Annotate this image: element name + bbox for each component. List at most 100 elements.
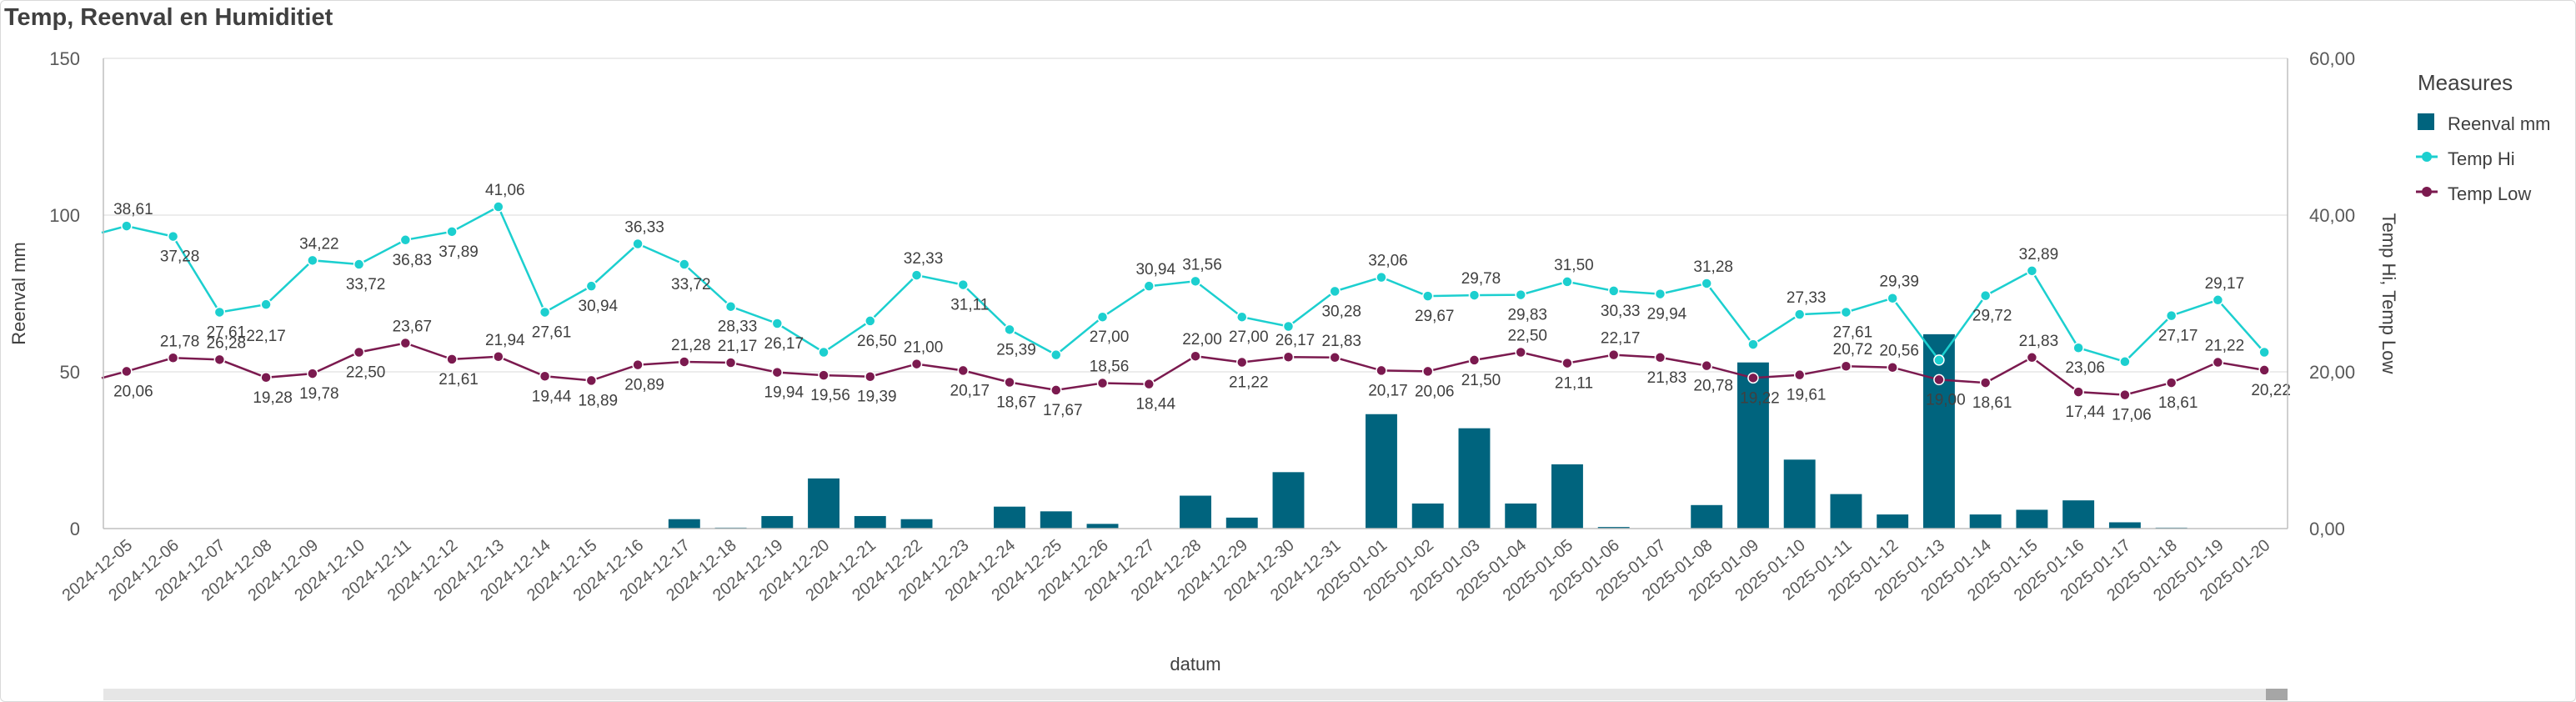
temp-hi-point (1607, 285, 1620, 297)
rainfall-bar (1597, 527, 1630, 529)
scrollbar[interactable] (103, 689, 2288, 700)
temp-hi-point (1376, 271, 1387, 283)
temp-hi-point (1329, 285, 1341, 298)
y-left-tick: 150 (49, 48, 80, 69)
temp-low-label: 21,50 (1461, 372, 1501, 389)
temp-low-point (724, 357, 737, 369)
temp-hi-label: 32,33 (904, 250, 944, 268)
rainfall-bar (2108, 522, 2141, 529)
chart-title: Temp, Reenval en Humiditiet (4, 4, 333, 31)
temp-low-label: 21,94 (485, 332, 525, 349)
temp-low-label: 17,44 (2065, 404, 2105, 421)
temp-hi-label: 30,28 (1321, 303, 1361, 320)
legend-item-label: Reenval mm (2448, 113, 2550, 134)
temp-hi-label: 26,50 (857, 333, 897, 350)
temp-low-point (2072, 386, 2084, 398)
temp-hi-point (1235, 311, 1248, 323)
scrollbar-track[interactable] (103, 689, 2288, 700)
temp-low-label: 19,44 (532, 388, 572, 405)
rainfall-bar (1783, 459, 1816, 529)
temp-low-point (1050, 384, 1062, 396)
temp-low-point (1979, 377, 1992, 389)
temp-hi-point (1282, 320, 1295, 333)
temp-hi-point (1561, 276, 1573, 288)
temp-low-label: 20,17 (950, 382, 990, 399)
temp-low-point (1421, 365, 1434, 378)
temp-low-point (771, 366, 784, 379)
temp-low-point (1468, 354, 1481, 366)
y-right-axis-title: Temp Hi, Temp Low (2378, 213, 2399, 374)
rainfall-bar (1877, 514, 1909, 529)
rainfall-bars (668, 333, 2188, 529)
temp-low-label: 17,67 (1043, 402, 1083, 419)
rainfall-bar (808, 478, 839, 529)
temp-hi-point (632, 238, 644, 250)
temp-low-point (353, 346, 365, 359)
rainfall-bar (1969, 514, 2002, 529)
temp-low-label: 21,83 (1647, 369, 1687, 387)
temp-low-label: 21,83 (2019, 333, 2059, 350)
rainfall-bar (1086, 524, 1119, 529)
temp-low-point (865, 370, 876, 383)
temp-hi-label: 41,06 (485, 182, 525, 199)
temp-low-label: 21,22 (1229, 374, 1269, 392)
temp-low-point (1235, 356, 1248, 369)
temp-hi-label: 38,61 (113, 201, 153, 218)
temp-hi-point (865, 315, 876, 327)
temp-hi-label: 31,28 (1693, 258, 1733, 276)
temp-low-label: 18,56 (1090, 359, 1130, 376)
legend-swatch-dot (2422, 152, 2432, 162)
temp-low-point (260, 372, 272, 384)
temp-hi-label: 28,33 (718, 318, 758, 336)
temp-low-label: 21,61 (439, 371, 479, 389)
temp-low-label: 26,17 (1275, 332, 1316, 349)
legend-item-label: Temp Low (2448, 183, 2531, 204)
temp-low-point (1329, 352, 1341, 364)
temp-low-label: 18,89 (579, 392, 619, 409)
temp-low-label: 22,50 (346, 364, 386, 382)
temp-hi-label: 25,39 (996, 341, 1036, 359)
temp-hi-label: 30,33 (1601, 303, 1641, 320)
temp-low-point (1190, 350, 1201, 362)
rainfall-bar (2062, 500, 2095, 529)
rainfall-bar (994, 506, 1025, 529)
temp-hi-label: 33,72 (671, 276, 711, 293)
temp-hi-point (2165, 309, 2178, 322)
temp-hi-point (1421, 290, 1434, 302)
temp-low-point (632, 359, 644, 371)
rainfall-bar (1830, 494, 1862, 529)
y-right-tick: 20,00 (2309, 362, 2355, 383)
temp-low-point (1282, 351, 1295, 363)
temp-hi-label: 34,22 (299, 235, 339, 253)
temp-low-point (1607, 348, 1620, 361)
temp-low-point (307, 368, 318, 379)
temp-hi-label: 27,33 (1787, 289, 1827, 307)
temp-hi-point (1701, 278, 1712, 289)
legend-swatch-dot (2422, 187, 2432, 197)
temp-hi-point (1933, 354, 1945, 366)
temp-low-label: 20,56 (1879, 343, 1919, 360)
temp-hi-point (2026, 265, 2038, 277)
temp-hi-point (724, 300, 737, 313)
temp-hi-label: 29,94 (1647, 306, 1687, 323)
temp-low-label: 21,28 (671, 337, 711, 354)
temp-low-point (2119, 389, 2131, 401)
rainfall-bar (1505, 503, 1537, 529)
rainfall-bar (761, 515, 794, 529)
temp-low-point (679, 356, 690, 368)
temp-hi-point (1468, 289, 1481, 301)
rainfall-bar (1180, 495, 1211, 529)
temp-hi-point (213, 306, 226, 318)
scrollbar-handle[interactable] (2266, 689, 2288, 700)
temp-hi-label: 29,83 (1507, 307, 1547, 324)
temp-low-label: 20,22 (2251, 382, 2291, 399)
temp-low-point (167, 352, 179, 364)
rainfall-bar (1922, 333, 1955, 529)
rainfall-bar (1691, 504, 1723, 529)
temp-hi-point (910, 269, 923, 281)
temp-hi-point (260, 298, 272, 310)
temp-low-point (1561, 357, 1573, 369)
temp-hi-label: 29,17 (2205, 275, 2245, 293)
temp-low-point (121, 365, 133, 378)
